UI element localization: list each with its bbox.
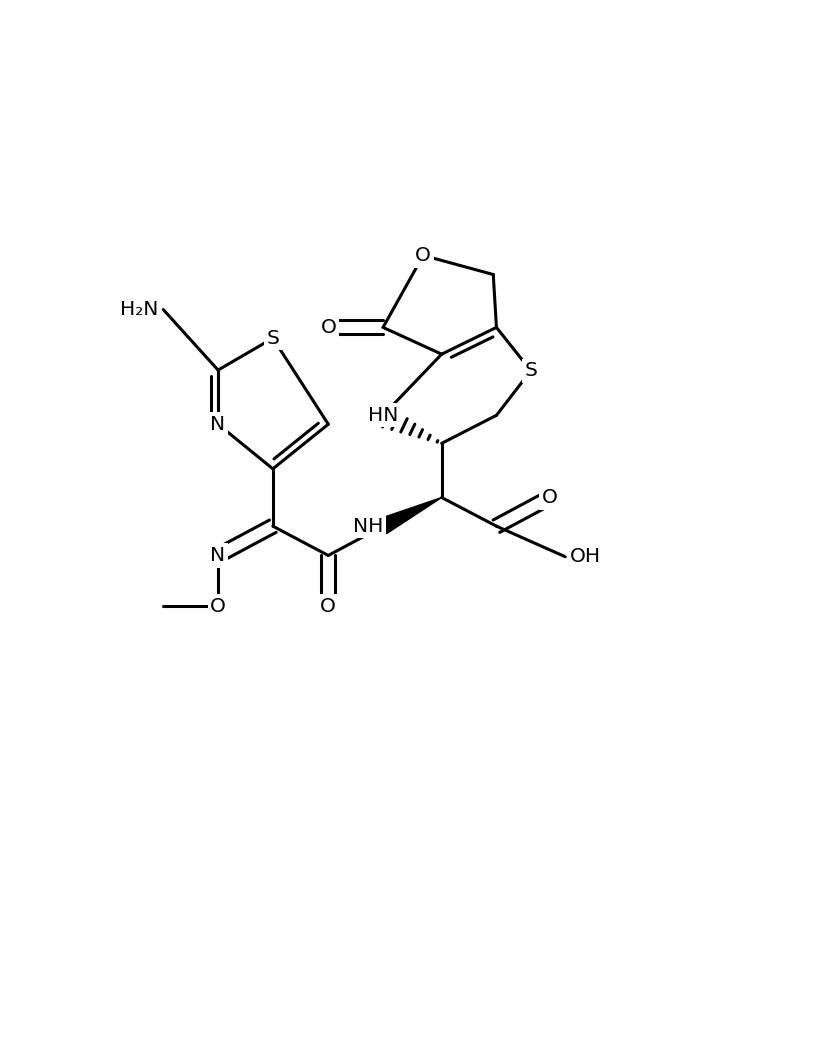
Text: O: O xyxy=(415,246,431,265)
Text: O: O xyxy=(321,596,336,615)
Text: N: N xyxy=(210,414,225,433)
Text: O: O xyxy=(210,596,226,615)
Text: O: O xyxy=(542,488,558,507)
Polygon shape xyxy=(380,498,441,533)
Text: HN: HN xyxy=(368,406,398,425)
Text: N: N xyxy=(210,546,225,565)
Text: OH: OH xyxy=(570,547,602,566)
Text: S: S xyxy=(524,361,538,380)
Text: NH: NH xyxy=(353,517,383,535)
Text: O: O xyxy=(321,318,337,337)
Text: S: S xyxy=(266,328,279,348)
Text: H₂N: H₂N xyxy=(120,300,158,319)
